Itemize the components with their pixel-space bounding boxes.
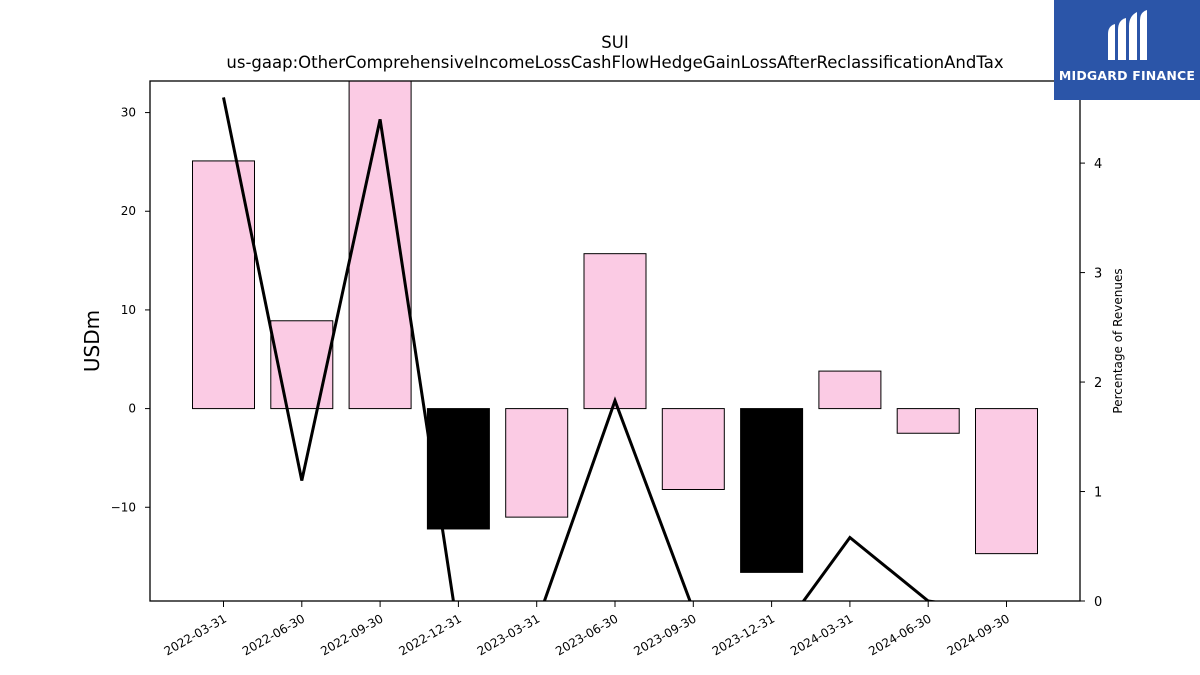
y-axis-label: USDm (80, 310, 104, 372)
x-tick-label: 2022-03-31 (162, 611, 229, 658)
x-tick-label: 2024-03-31 (788, 611, 855, 658)
x-tick-label: 2024-06-30 (866, 611, 933, 658)
bar-2023-03-31 (505, 408, 569, 518)
right-axis: 0 1 2 3 4 (1080, 157, 1102, 610)
y-tick-label: −10 (111, 500, 136, 514)
x-tick-label: 2023-06-30 (553, 611, 620, 658)
x-tick-label: 2022-06-30 (240, 611, 307, 658)
bar-2023-12-31 (740, 408, 804, 573)
bar-group (192, 81, 1038, 573)
line-series (222, 97, 940, 601)
chart-title: SUI (601, 33, 628, 52)
left-axis: −10 0 10 20 30 (111, 106, 150, 514)
x-tick-label: 2023-03-31 (475, 611, 542, 658)
bar-2024-06-30 (896, 408, 960, 434)
y-right-tick-label: 2 (1094, 376, 1102, 391)
y-tick-label: 20 (121, 204, 136, 218)
bar-2023-09-30 (661, 408, 725, 491)
y-tick-label: 30 (121, 106, 136, 120)
chart-subtitle: us-gaap:OtherComprehensiveIncomeLossCash… (226, 53, 1003, 72)
x-tick-label: 2023-09-30 (631, 611, 698, 658)
y-right-tick-label: 4 (1094, 157, 1102, 172)
y-tick-label: 0 (128, 402, 136, 416)
bar-2024-03-31 (818, 370, 882, 410)
y-axis-label-right: Percentage of Revenues (1111, 268, 1125, 413)
bar-2022-06-30 (270, 320, 334, 410)
bar-2024-09-30 (975, 408, 1038, 555)
brand-logo: MIDGARD FINANCE (1054, 0, 1200, 100)
x-tick-label: 2022-12-31 (396, 611, 463, 658)
bar-2022-09-30 (348, 81, 412, 410)
y-right-tick-label: 3 (1094, 267, 1102, 282)
y-right-tick-label: 0 (1094, 595, 1102, 610)
line-group (222, 97, 940, 601)
bar-2022-12-31 (426, 408, 490, 530)
x-axis: 2022-03-31 2022-06-30 2022-09-30 2022-12-31… (162, 601, 1012, 658)
y-tick-label: 10 (121, 303, 136, 317)
y-right-tick-label: 1 (1094, 486, 1102, 501)
logo-text: MIDGARD FINANCE (1058, 68, 1196, 83)
bar-2023-06-30 (583, 253, 647, 410)
logo-mark-icon (1108, 10, 1147, 60)
x-tick-label: 2023-12-31 (710, 611, 777, 658)
x-tick-label: 2022-09-30 (318, 611, 385, 658)
x-tick-label: 2024-09-30 (945, 611, 1012, 658)
